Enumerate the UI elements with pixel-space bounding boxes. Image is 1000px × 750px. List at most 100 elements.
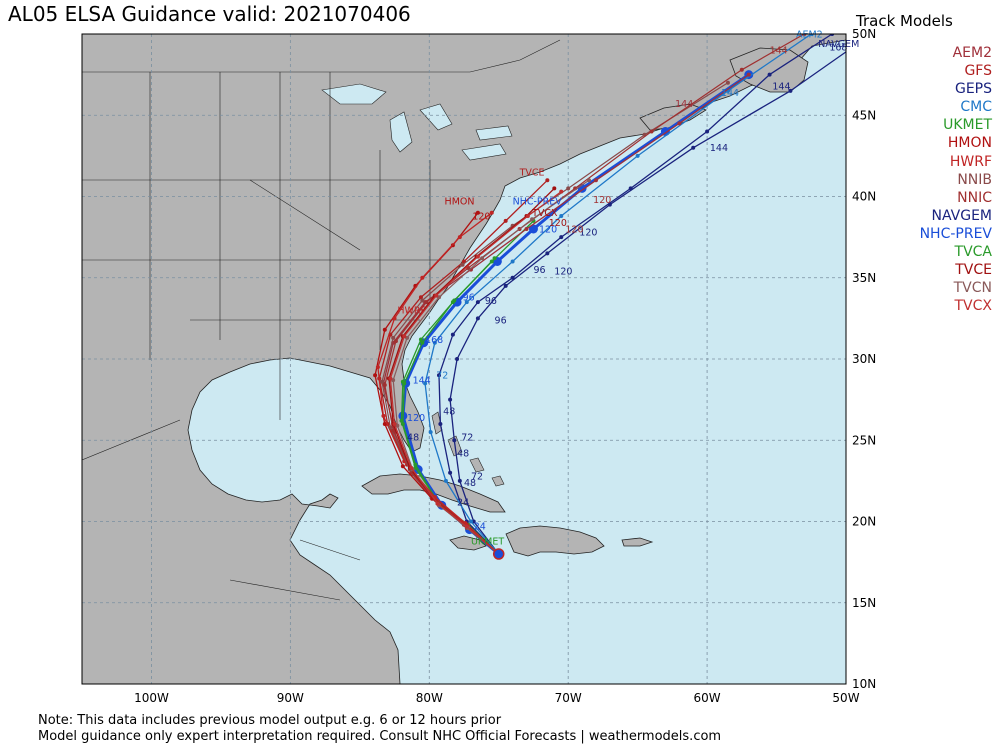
track-point-tvcn: [587, 178, 592, 183]
track-hour-label: 120: [472, 211, 490, 222]
great-lakes: [321, 83, 513, 161]
track-point-tvcx: [464, 524, 469, 529]
track-point-navgem: [475, 300, 480, 305]
track-annotation-label: NAVGEM: [818, 39, 859, 50]
lat-tick-label: 25N: [852, 433, 876, 447]
track-hour-label: HWRF: [397, 306, 426, 317]
track-point-hmon: [373, 373, 378, 378]
track-point-navgem: [448, 470, 453, 475]
legend: AEM2 GFS GEPS CMC UKMET HMON HWRF NNIB NNIC NAVGE…: [920, 44, 992, 315]
legend-item-navgem: NAVGEM: [931, 207, 992, 224]
track-hour-label: 96: [485, 296, 497, 307]
track-hour-label: 24: [474, 522, 486, 533]
lat-tick-label: 15N: [852, 596, 876, 610]
grid: [82, 34, 847, 684]
lon-tick-label: 90W: [277, 691, 304, 705]
lat-tick-label: 10N: [852, 677, 876, 691]
track-point-tvca: [400, 379, 405, 384]
track-hour-label: TVCX: [531, 208, 558, 219]
lon-tick-label: 50W: [832, 691, 859, 705]
track-point-nhc-prev: [528, 224, 538, 234]
lon-tick-label: 80W: [416, 691, 443, 705]
track-point-navgem: [628, 186, 633, 191]
lat-tick-label: 35N: [852, 271, 876, 285]
track-point-nnib: [420, 298, 425, 303]
lat-tick-label: 45N: [852, 108, 876, 122]
track-point-navgem: [438, 422, 443, 426]
legend-item-tvcn: TVCN: [953, 280, 992, 297]
track-point-hmon: [475, 210, 480, 215]
track-point-tvce: [552, 186, 557, 191]
lat-tick-label: 50N: [852, 27, 876, 41]
legend-item-aem2: AEM2: [952, 45, 992, 61]
track-point-cmc: [635, 153, 640, 158]
legend-item-tvcx: TVCX: [954, 298, 993, 315]
track-hour-label: 120: [407, 413, 425, 424]
legend-item-hwrf: HWRF: [949, 153, 992, 170]
track-point-nnib: [388, 425, 393, 430]
track-hour-label: 96: [463, 293, 475, 304]
model-tracks: [373, 34, 846, 560]
track-hour-label: HMON: [445, 197, 475, 208]
land-layer: [82, 34, 846, 684]
legend-item-hmon: HMON: [947, 135, 992, 152]
track-annotation-label: AEM2: [796, 29, 823, 40]
track-point-geps: [475, 316, 480, 321]
track-point-tvcx: [409, 465, 414, 470]
track-point-nnib: [725, 80, 730, 85]
track-hour-label: 168: [829, 42, 847, 53]
track-point-hmon: [382, 327, 387, 332]
borders: [82, 39, 561, 601]
storm-start-marker: [492, 548, 505, 560]
track-point-geps: [788, 88, 793, 93]
track-annotation-label: 120: [593, 195, 611, 206]
legend-item-gfs: GFS: [964, 63, 992, 80]
track-point-tvca: [452, 298, 457, 303]
track-point-cmc: [464, 300, 469, 305]
puerto-rico: [621, 537, 654, 547]
lat-tick-label: 30N: [852, 352, 876, 366]
track-point-geps: [503, 283, 508, 288]
track-hour-label: 120: [579, 228, 597, 239]
track-point-hmon: [400, 464, 405, 469]
track-point-nnic: [649, 129, 654, 134]
legend-item-tvce: TVCE: [955, 262, 992, 279]
track-point-hwrf: [420, 275, 425, 280]
legend-item-cmc: CMC: [960, 99, 992, 116]
track-point-hwrf: [381, 413, 386, 418]
track-point-aem2: [746, 72, 751, 77]
track-point-gfs: [545, 178, 550, 183]
track-point-gfs: [418, 295, 423, 300]
track-hour-label: 120: [554, 267, 572, 278]
legend-item-nnib: NNIB: [957, 171, 992, 188]
track-hour-label: 120: [549, 218, 567, 229]
plot-frame: [81, 33, 847, 685]
track-annotation-label: 48: [457, 449, 469, 460]
track-point-navgem: [705, 129, 710, 134]
chart-title: AL05 ELSA Guidance valid: 2021070406: [8, 2, 411, 26]
track-point-aem2: [524, 227, 529, 231]
legend-title: Track Models: [856, 12, 953, 30]
track-point-navgem: [767, 72, 772, 77]
track-point-tvca: [418, 337, 423, 342]
track-point-hwrf: [489, 210, 494, 215]
track-point-hwrf: [457, 235, 462, 240]
track-point-geps: [448, 397, 453, 402]
track-annotation-label: 48: [407, 432, 419, 443]
track-labels: 2412016814412096487296120144489696120144…: [397, 29, 859, 547]
track-point-gfs: [503, 218, 508, 223]
track-hour-label: UKMET: [471, 536, 504, 547]
track-point-geps: [545, 251, 550, 256]
track-point-geps: [452, 438, 457, 443]
track-hour-label: 144: [721, 88, 739, 99]
track-point-tvcx: [435, 501, 440, 506]
track-hour-label: 168: [425, 335, 443, 346]
track-point-geps: [471, 519, 476, 524]
track-point-tvcx: [525, 214, 530, 218]
lat-tick-label: 20N: [852, 515, 876, 529]
track-hour-label: TVCE: [519, 167, 545, 178]
track-point-aem2: [593, 178, 598, 183]
track-point-geps: [691, 145, 696, 150]
track-point-cmc: [428, 430, 433, 435]
